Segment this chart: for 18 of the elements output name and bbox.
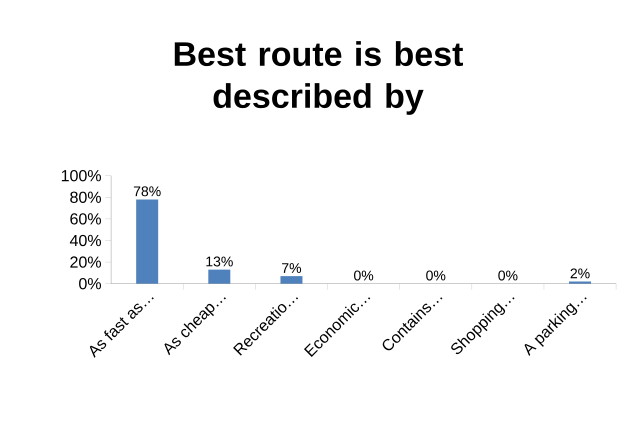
y-tick-label: 0% <box>79 278 101 290</box>
y-tick-label: 60% <box>70 213 101 225</box>
data-label: 0% <box>354 270 374 280</box>
bar <box>208 270 230 284</box>
y-tick-label: 80% <box>70 192 101 203</box>
y-tick-label: 40% <box>70 234 101 246</box>
y-tick-label: 20% <box>70 256 101 268</box>
bar <box>280 276 302 284</box>
data-label: 0% <box>498 270 518 280</box>
data-label: 0% <box>426 270 446 280</box>
bar <box>136 199 158 284</box>
y-tick-label: 100% <box>62 170 101 182</box>
data-label: 13% <box>206 256 233 266</box>
data-label: 7% <box>282 263 302 273</box>
data-label: 2% <box>570 268 590 278</box>
x-tick-label: As fast as… <box>90 297 154 358</box>
data-label: 78% <box>134 186 161 196</box>
chart-title: Best route is best described by <box>174 41 464 115</box>
